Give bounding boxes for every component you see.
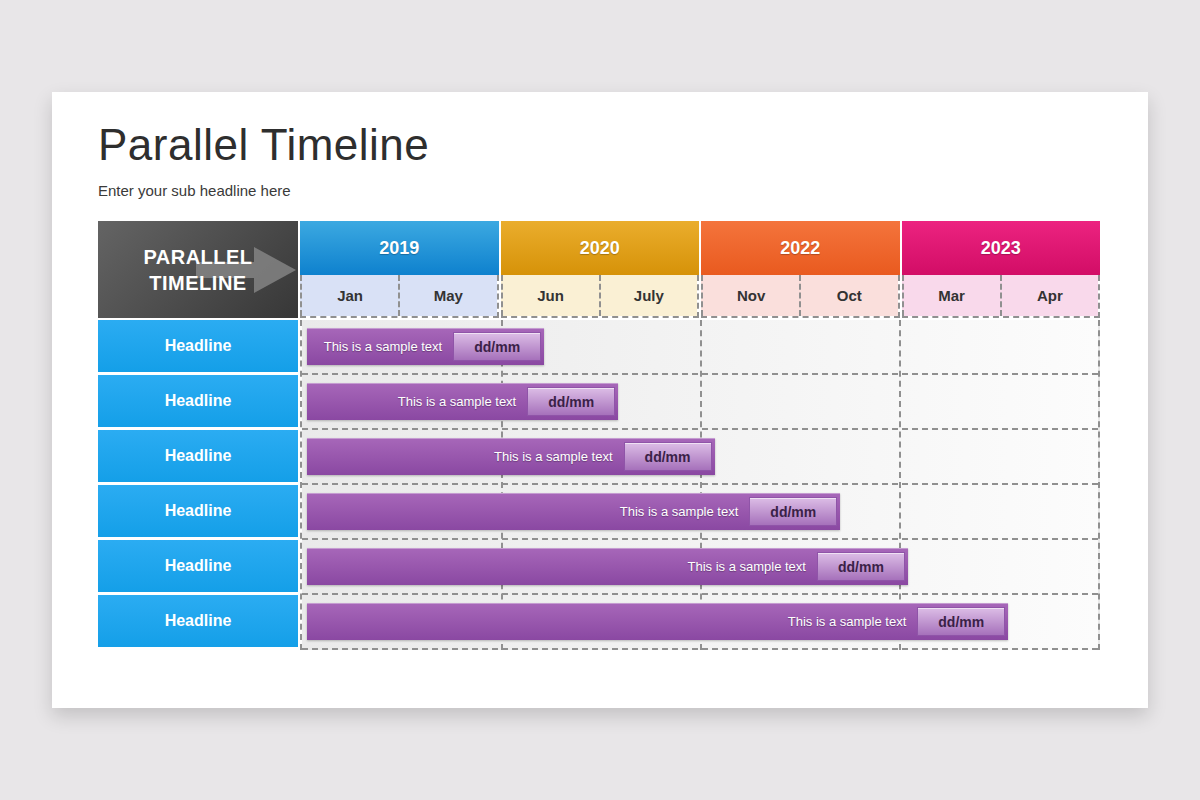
date-badge[interactable]: dd/mm [624, 442, 712, 471]
headline-cell[interactable]: Headline [98, 485, 298, 537]
timeline-bar[interactable]: This is a sample text dd/mm [307, 603, 1008, 640]
month-row: Jan May [300, 275, 499, 318]
corner-label: PARALLEL TIMELINE [123, 244, 273, 296]
month-cell[interactable]: Nov [701, 275, 799, 316]
month-cell[interactable]: Jun [501, 275, 599, 316]
chart-row: This is a sample text dd/mm [302, 485, 1098, 540]
headline-cell[interactable]: Headline [98, 320, 298, 372]
bar-label: This is a sample text [687, 559, 806, 574]
timeline-bar[interactable]: This is a sample text dd/mm [307, 438, 715, 475]
page-background: { "slide": { "title": "Parallel Timeline… [0, 0, 1200, 800]
date-badge[interactable]: dd/mm [749, 497, 837, 526]
year-group: 2023 Mar Apr [902, 221, 1101, 318]
chart-row: This is a sample text dd/mm [302, 320, 1098, 375]
year-header-cell[interactable]: 2023 [902, 221, 1101, 275]
timeline-table: PARALLEL TIMELINE 2019 Jan May 2020 Jun … [98, 221, 1100, 650]
year-group: 2019 Jan May [300, 221, 499, 318]
year-header-cell[interactable]: 2022 [701, 221, 900, 275]
slide-card: Parallel Timeline Enter your sub headlin… [52, 92, 1148, 708]
year-columns: 2019 Jan May 2020 Jun July 2022 Nov Oct … [300, 221, 1100, 318]
headline-cell[interactable]: Headline [98, 375, 298, 427]
year-group: 2020 Jun July [501, 221, 700, 318]
chart-row: This is a sample text dd/mm [302, 540, 1098, 595]
year-group: 2022 Nov Oct [701, 221, 900, 318]
chart-row: This is a sample text dd/mm [302, 595, 1098, 650]
page-subtitle[interactable]: Enter your sub headline here [98, 182, 1102, 199]
month-cell[interactable]: Apr [1000, 275, 1098, 316]
year-header-cell[interactable]: 2019 [300, 221, 499, 275]
bar-label: This is a sample text [494, 449, 613, 464]
bar-label: This is a sample text [788, 614, 907, 629]
bar-label: This is a sample text [620, 504, 739, 519]
headline-column: Headline Headline Headline Headline Head… [98, 320, 298, 650]
month-cell[interactable]: Mar [902, 275, 1000, 316]
headline-cell[interactable]: Headline [98, 595, 298, 647]
date-badge[interactable]: dd/mm [817, 552, 905, 581]
date-badge[interactable]: dd/mm [453, 332, 541, 361]
timeline-bar[interactable]: This is a sample text dd/mm [307, 383, 618, 420]
page-title[interactable]: Parallel Timeline [98, 120, 1102, 170]
timeline-bar[interactable]: This is a sample text dd/mm [307, 328, 544, 365]
month-cell[interactable]: July [599, 275, 697, 316]
bar-label: This is a sample text [324, 339, 443, 354]
month-row: Mar Apr [902, 275, 1101, 318]
month-cell[interactable]: May [398, 275, 496, 316]
gantt-chart-area: This is a sample text dd/mm This is a sa… [300, 320, 1100, 650]
timeline-header: PARALLEL TIMELINE 2019 Jan May 2020 Jun … [98, 221, 1100, 318]
month-row: Jun July [501, 275, 700, 318]
headline-cell[interactable]: Headline [98, 430, 298, 482]
date-badge[interactable]: dd/mm [527, 387, 615, 416]
month-cell[interactable]: Jan [300, 275, 398, 316]
timeline-bar[interactable]: This is a sample text dd/mm [307, 548, 908, 585]
chart-row: This is a sample text dd/mm [302, 375, 1098, 430]
chart-row: This is a sample text dd/mm [302, 430, 1098, 485]
timeline-bar[interactable]: This is a sample text dd/mm [307, 493, 840, 530]
bar-label: This is a sample text [398, 394, 517, 409]
month-row: Nov Oct [701, 275, 900, 318]
date-badge[interactable]: dd/mm [917, 607, 1005, 636]
year-header-cell[interactable]: 2020 [501, 221, 700, 275]
month-cell[interactable]: Oct [799, 275, 897, 316]
timeline-body: Headline Headline Headline Headline Head… [98, 320, 1100, 650]
headline-cell[interactable]: Headline [98, 540, 298, 592]
timeline-corner-box[interactable]: PARALLEL TIMELINE [98, 221, 298, 318]
